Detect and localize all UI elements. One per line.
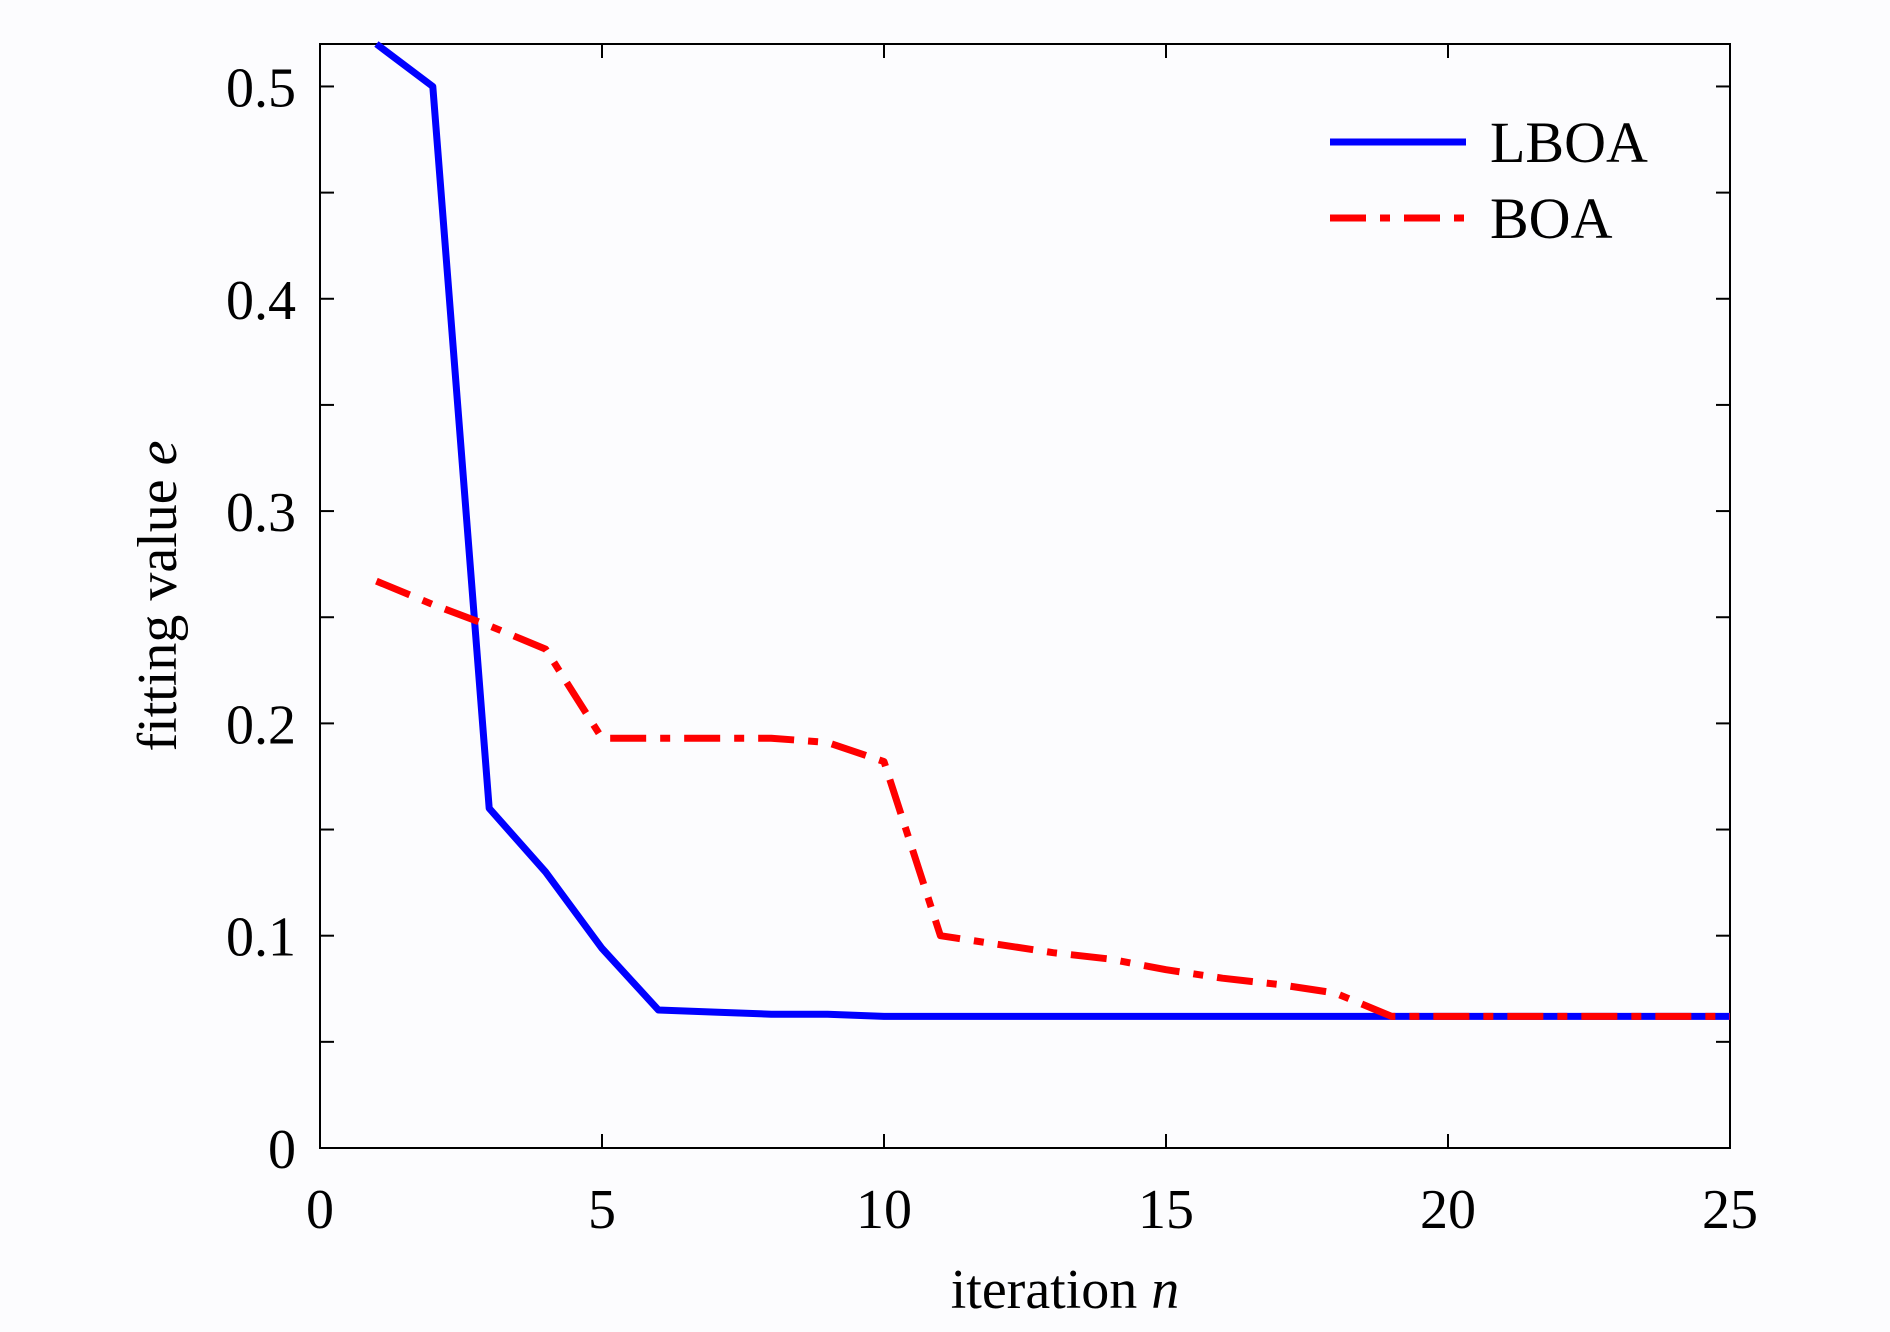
y-axis-label: fitting value e — [127, 440, 189, 751]
axis-ticks: 0 5 10 15 20 25 0 0.1 0.2 0.3 0.4 0.5 — [226, 44, 1758, 1241]
series-line-lboa — [374, 41, 1730, 1020]
x-tick-label: 15 — [1138, 1179, 1194, 1241]
legend-label-boa: BOA — [1490, 186, 1613, 251]
x-axis-label: iteration n — [951, 1259, 1180, 1321]
x-tick-label: 10 — [856, 1179, 912, 1241]
x-axis-label-variable: n — [1151, 1259, 1179, 1321]
y-tick-label: 0.1 — [226, 907, 296, 969]
x-tick-label: 5 — [588, 1179, 616, 1241]
x-tick-label: 20 — [1420, 1179, 1476, 1241]
plot-area — [319, 43, 1731, 1149]
y-tick-label: 0.3 — [226, 482, 296, 544]
x-axis-label-text: iteration — [951, 1259, 1152, 1321]
y-axis-label-variable: e — [127, 440, 189, 465]
x-tick-label: 0 — [306, 1179, 334, 1241]
y-axis-label-text: fitting value — [127, 465, 189, 751]
legend-label-lboa: LBOA — [1490, 110, 1648, 175]
y-tick-label: 0 — [268, 1119, 296, 1181]
y-tick-label: 0.4 — [226, 270, 296, 332]
plot-frame — [319, 43, 1731, 1149]
y-tick-label: 0.2 — [226, 694, 296, 756]
x-tick-label: 25 — [1702, 1179, 1758, 1241]
series-line-boa — [375, 577, 1730, 1020]
legend: LBOA BOA — [1330, 110, 1648, 251]
series-layer — [374, 41, 1730, 1020]
y-tick-label: 0.5 — [226, 57, 296, 119]
